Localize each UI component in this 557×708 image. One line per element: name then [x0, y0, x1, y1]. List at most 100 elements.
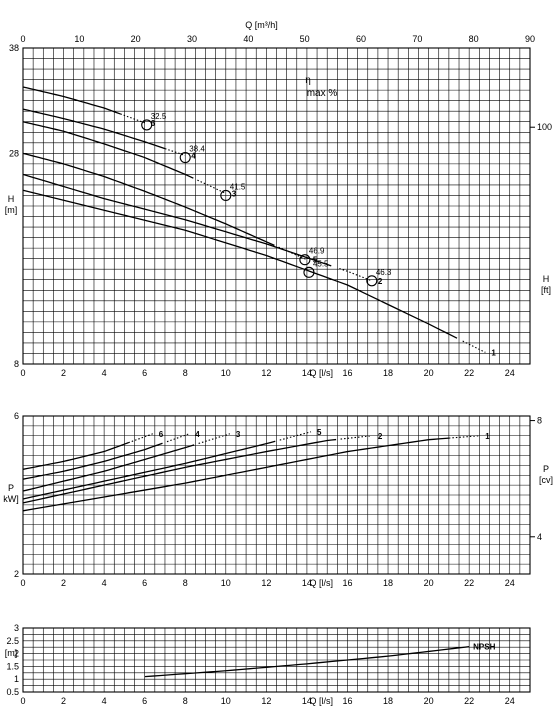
series-line-2	[22, 173, 332, 267]
x-tick-label: 18	[383, 696, 393, 706]
x-axis-label: Q [l/s]	[309, 368, 333, 378]
efficiency-point-label: 46.9	[309, 247, 325, 256]
right-axis-label: P	[543, 464, 549, 474]
x-tick-label: 20	[424, 368, 434, 378]
y-tick-label: 1	[14, 674, 19, 684]
x-tick-label: 22	[464, 368, 474, 378]
x-tick-label: 16	[342, 578, 352, 588]
x-tick-label: 14	[302, 696, 312, 706]
series-line-dotted-2	[340, 435, 372, 440]
series-line-dotted-1	[462, 340, 486, 353]
series-label-2: 2	[378, 277, 383, 286]
series-line-dotted-5	[278, 246, 308, 261]
x-tick-label: 0	[20, 578, 25, 588]
y-tick-label: 2.5	[6, 636, 19, 646]
x-tick-label: 20	[424, 578, 434, 588]
series-line-dotted-6	[128, 433, 153, 444]
series-label-4: 4	[195, 430, 200, 439]
series-label-6: 6	[151, 119, 156, 128]
x-tick-label: 8	[183, 578, 188, 588]
series-label-4: 4	[191, 151, 196, 160]
x-tick-label: 16	[342, 696, 352, 706]
x-tick-label: 24	[505, 578, 515, 588]
x-tick-label: 6	[142, 368, 147, 378]
x-tick-label: 2	[61, 696, 66, 706]
y-tick-label: 38	[9, 43, 19, 53]
right-axis-label: H	[543, 274, 550, 284]
chart-panel-2: 0 2 4 6 8 10 12 14 16 18 20 22 24Q [l/s]26PkW]48P[cv…	[3, 411, 553, 588]
right-axis-tick-label: 100	[537, 122, 552, 132]
plot-frame	[22, 627, 531, 693]
series-label-1: 1	[491, 348, 496, 357]
efficiency-point-label: 32.5	[151, 112, 167, 121]
series-label-5: 5	[317, 428, 322, 437]
series-line-6	[22, 86, 121, 115]
x-tick-label: 12	[261, 696, 271, 706]
top-axis-tick-label: 20	[131, 34, 141, 44]
series-label-2: 2	[378, 432, 383, 441]
y-tick-label: 6	[14, 411, 19, 421]
chart-panel-3: 0 2 4 6 8 10 12 14 16 18 20 22 24Q [l/s]0.511.522.53…	[5, 623, 531, 706]
series-label-6: 6	[159, 430, 164, 439]
y-axis-label: [m]	[5, 648, 18, 658]
x-tick-label: 14	[302, 368, 312, 378]
x-tick-label: 22	[464, 578, 474, 588]
series-label-3: 3	[236, 430, 241, 439]
efficiency-point-marker	[220, 189, 232, 202]
efficiency-point-marker	[179, 151, 191, 164]
series-label-1: 1	[485, 432, 490, 441]
x-tick-label: 10	[221, 368, 231, 378]
right-axis-label: [cv]	[539, 475, 553, 485]
x-tick-label: 4	[102, 368, 107, 378]
y-axis-label: kW]	[3, 494, 19, 504]
x-tick-label: 22	[464, 696, 474, 706]
y-axis-label: H	[8, 194, 15, 204]
x-tick-label: 24	[505, 368, 515, 378]
efficiency-point-label: 45.5	[313, 259, 329, 268]
y-tick-label: 2	[14, 569, 19, 579]
right-axis-tick-label: 8	[537, 416, 542, 426]
plot-frame	[22, 415, 531, 575]
series-label-5: 5	[313, 256, 318, 265]
x-tick-label: 10	[221, 578, 231, 588]
right-axis-label: [ft]	[541, 285, 551, 295]
x-tick-label: 12	[261, 368, 271, 378]
x-tick-label: 6	[142, 696, 147, 706]
x-tick-label: 8	[183, 368, 188, 378]
y-tick-label: 2	[14, 649, 19, 659]
series-line-4	[22, 442, 163, 480]
series-line-3	[22, 121, 194, 179]
series-label-NPSH: NPSH	[473, 643, 495, 652]
top-axis-tick-label: 30	[187, 34, 197, 44]
top-axis-tick-label: 80	[469, 34, 479, 44]
y-tick-label: 1.5	[6, 661, 19, 671]
efficiency-point-marker	[299, 254, 311, 266]
series-line-1	[22, 437, 449, 512]
efficiency-annotation-symbol: η	[305, 75, 311, 86]
y-tick-label: 28	[9, 148, 19, 158]
series-line-1	[22, 189, 458, 339]
x-tick-label: 8	[183, 696, 188, 706]
y-tick-label: 0.5	[6, 687, 19, 697]
top-axis-label: Q [m³/h]	[245, 20, 278, 30]
x-tick-label: 0	[20, 696, 25, 706]
x-tick-label: 6	[142, 578, 147, 588]
series-line-dotted-3	[198, 433, 231, 444]
series-line-3	[22, 444, 195, 492]
y-axis-label: [m]	[5, 205, 18, 215]
efficiency-point-label: 38.4	[189, 145, 205, 154]
efficiency-annotation-text: max %	[307, 88, 338, 99]
series-line-dotted-1	[448, 435, 480, 439]
right-axis-tick-label: 4	[537, 532, 542, 542]
x-tick-label: 4	[102, 696, 107, 706]
x-tick-label: 4	[102, 578, 107, 588]
series-line-dotted-4	[166, 433, 190, 443]
efficiency-point-marker	[366, 275, 378, 287]
series-line-dotted-3	[197, 179, 227, 194]
efficiency-point-marker	[141, 119, 153, 131]
x-tick-label: 20	[424, 696, 434, 706]
y-tick-label: 8	[14, 359, 19, 369]
efficiency-point-label: 46.3	[376, 268, 392, 277]
